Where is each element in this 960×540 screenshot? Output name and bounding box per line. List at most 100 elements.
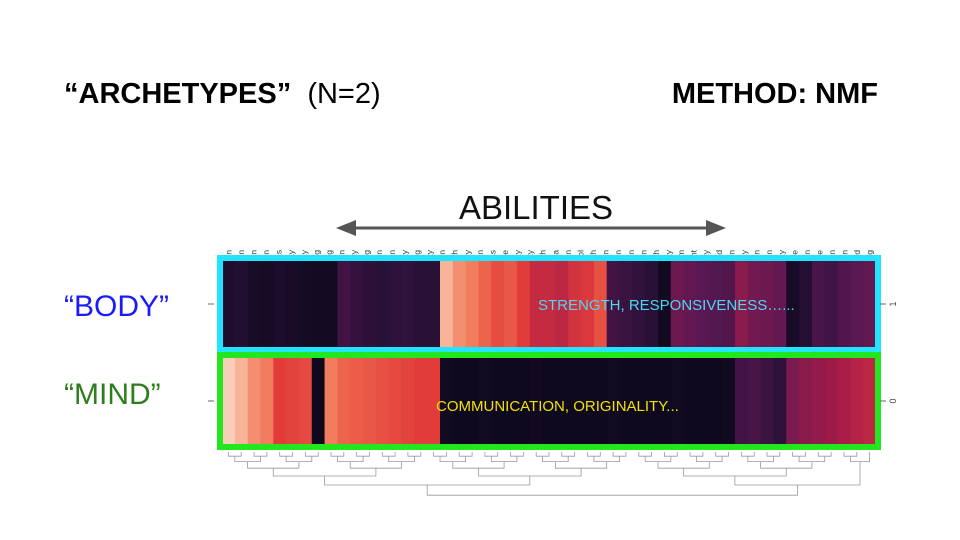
- heatmap-cell: [824, 260, 839, 348]
- heatmap-cell: [824, 357, 839, 445]
- dendrogram-branch: [388, 456, 415, 462]
- dendrogram-branch: [664, 452, 678, 457]
- heatmap-cell: [478, 357, 492, 445]
- heatmap-cell: [555, 357, 569, 445]
- heatmap-cell: [465, 260, 480, 348]
- heatmap-cell: [401, 357, 415, 445]
- heatmap-cell: [427, 260, 441, 348]
- heatmap-cell: [440, 357, 454, 445]
- heatmap-cell: [388, 357, 403, 445]
- dendrogram-branch: [850, 452, 870, 462]
- heatmap-cell: [491, 357, 505, 445]
- dendrogram-branch: [484, 452, 499, 457]
- heatmap-cell: [555, 260, 569, 348]
- heatmap-cell: [452, 260, 467, 348]
- heatmap-cell: [734, 260, 749, 348]
- heatmap-cell: [234, 357, 249, 445]
- heatmap-cell: [683, 357, 698, 445]
- heatmap-cell: [645, 357, 659, 445]
- dendrogram-branch: [228, 452, 242, 457]
- heatmap-cell: [440, 260, 454, 348]
- heatmap-cell: [581, 260, 595, 348]
- heatmap-cell: [414, 357, 428, 445]
- dendrogram-branch: [542, 456, 569, 462]
- dendrogram-branch: [741, 452, 755, 457]
- dendrogram-branch: [766, 452, 781, 457]
- dendrogram-branch: [734, 461, 861, 486]
- dendrogram-branch: [324, 476, 531, 486]
- dendrogram-branch: [279, 452, 293, 457]
- heatmap-cell: [350, 260, 364, 348]
- heatmap-cell: [504, 260, 518, 348]
- dendrogram-branch: [843, 452, 858, 457]
- heatmap-cell: [273, 260, 287, 348]
- dendrogram-branch: [234, 456, 261, 462]
- heatmap-cell: [234, 260, 249, 348]
- heatmap-cell: [632, 260, 646, 348]
- heatmap-cell: [670, 357, 685, 445]
- heatmap-cell: [324, 357, 339, 445]
- dendrogram-branch: [747, 456, 774, 462]
- heatmap-cell: [465, 357, 480, 445]
- dendrogram-branch: [433, 452, 447, 457]
- heatmap-cell: [247, 357, 262, 445]
- heatmap-cells: [222, 260, 877, 445]
- dendrogram-branch: [381, 452, 396, 457]
- heatmap-cell: [619, 260, 633, 348]
- heatmap-cell: [696, 260, 710, 348]
- heatmap-cell: [593, 260, 608, 348]
- heatmap-cell: [414, 260, 428, 348]
- dendrogram-branch: [452, 461, 505, 469]
- heatmap-cell: [260, 357, 274, 445]
- heatmap-cell: [542, 357, 557, 445]
- heatmap-cell: [516, 357, 531, 445]
- title-main: “ARCHETYPES”: [64, 78, 292, 110]
- abilities-label: ABILITIES: [459, 189, 613, 226]
- heatmap-cell: [401, 260, 415, 348]
- heatmap-cell: [260, 260, 274, 348]
- mind-row-frame: [217, 352, 881, 450]
- heatmap-cell: [286, 357, 300, 445]
- heatmap-cell: [696, 357, 710, 445]
- heatmap-cell: [529, 260, 544, 348]
- dendrogram-branch: [715, 452, 729, 457]
- heatmap-cell: [375, 357, 390, 445]
- dendrogram-branch: [638, 452, 652, 457]
- heatmap-cell: [606, 357, 621, 445]
- dendrogram-branch: [253, 452, 268, 457]
- dendrogram-branch: [490, 456, 518, 462]
- dendrogram-branch: [798, 456, 826, 462]
- dendrogram-branch: [439, 456, 466, 462]
- annotation-mind: COMMUNICATION, ORIGINALITY...: [436, 398, 679, 415]
- heatmap-cell: [722, 357, 736, 445]
- dendrogram-branch: [689, 452, 704, 457]
- heatmap-cell: [799, 260, 813, 348]
- heatmap-cell: [516, 260, 531, 348]
- dendrogram-branch: [247, 461, 300, 469]
- heatmap-cell: [734, 357, 749, 445]
- method-label: METHOD: NMF: [671, 78, 878, 110]
- heatmap-cell: [298, 357, 313, 445]
- dendrogram-branch: [561, 452, 575, 457]
- heatmap-cell: [606, 260, 621, 348]
- dendrogram-branch: [792, 452, 806, 457]
- dendrogram-branch: [657, 461, 710, 469]
- heatmap-cell: [837, 357, 851, 445]
- heatmap-cell: [504, 357, 518, 445]
- dendrogram-branch: [330, 452, 345, 457]
- dendrogram-branch: [407, 452, 422, 457]
- heatmap-cell: [324, 260, 339, 348]
- heatmap-cell: [786, 357, 800, 445]
- row-annotations: STRENGTH, RESPONSIVENESS…... COMMUNICATIO…: [436, 297, 795, 415]
- heatmap-cell: [568, 357, 582, 445]
- dendrogram-branch: [356, 452, 370, 457]
- heatmap-cell: [568, 260, 582, 348]
- heatmap-cell: [337, 357, 351, 445]
- heatmap-cell: [311, 357, 326, 445]
- dendrogram-branch: [612, 452, 627, 457]
- dendrogram-branch: [587, 452, 601, 457]
- heatmap-cell: [632, 357, 646, 445]
- heatmap-cell: [311, 260, 326, 348]
- heatmap-cell: [747, 357, 762, 445]
